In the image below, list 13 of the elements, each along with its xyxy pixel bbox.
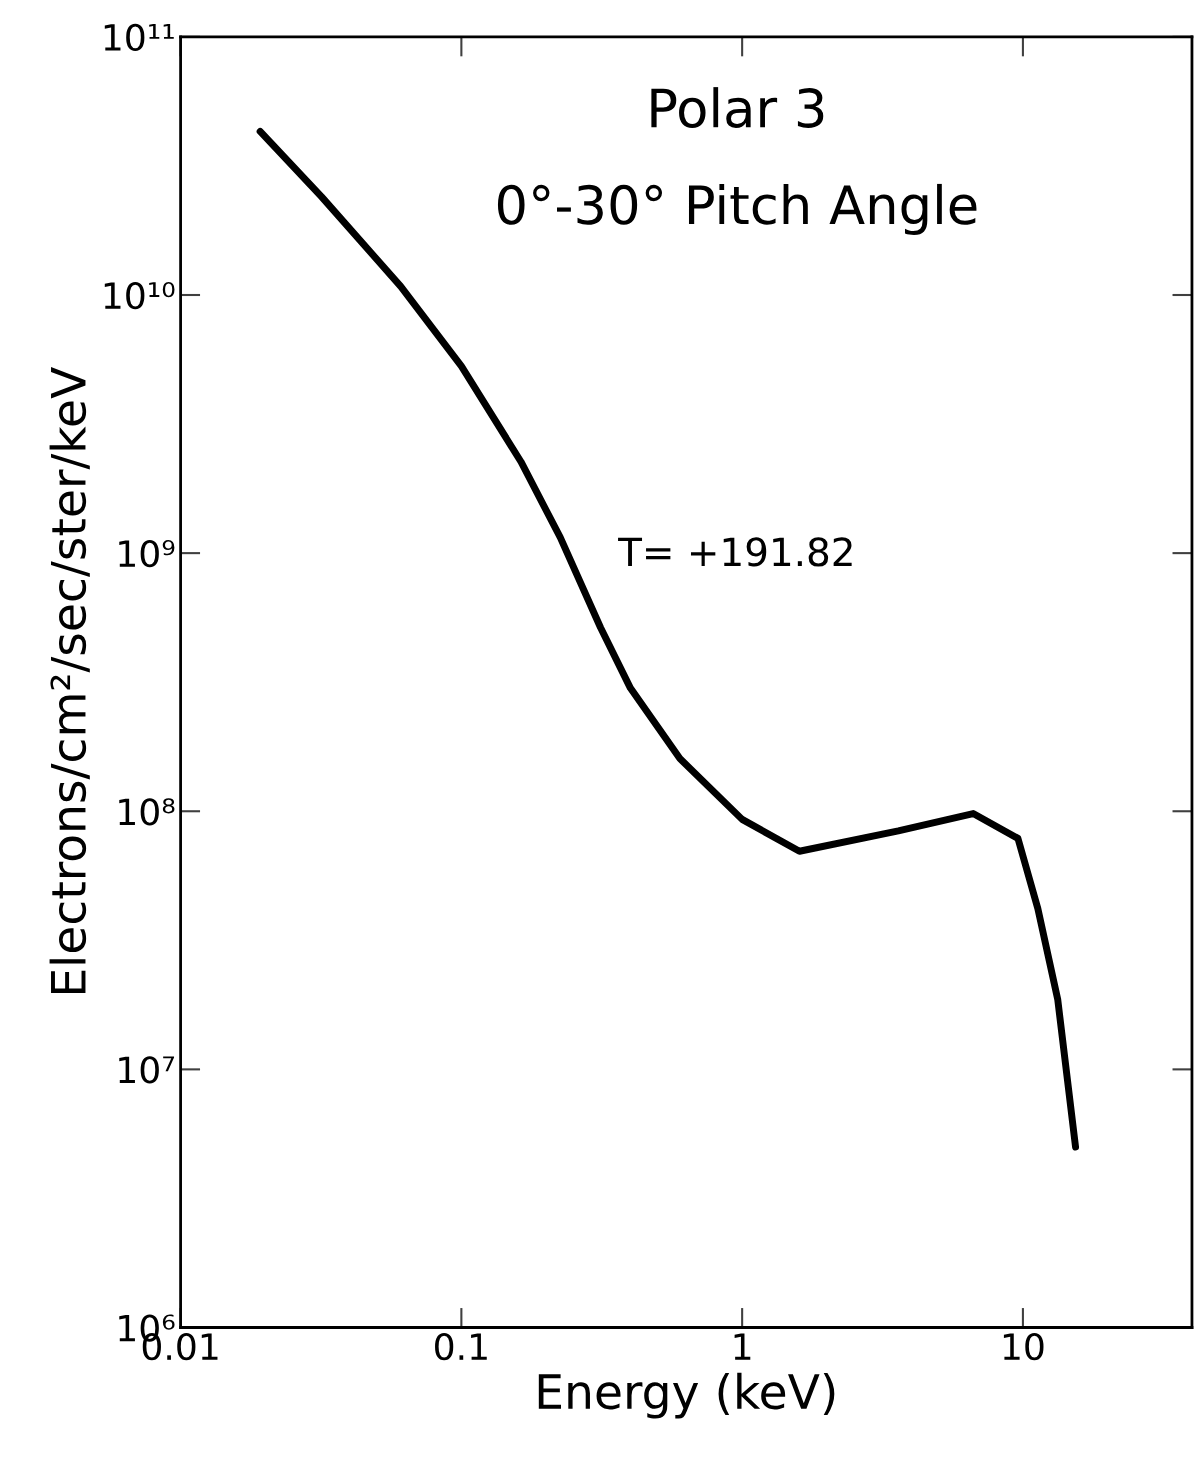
y-axis-title: Electrons/cm²/sec/ster/keV [49, 367, 90, 994]
y-tick-label: 10¹⁰ [104, 281, 175, 310]
x-axis-title: Energy (keV) [538, 1372, 835, 1419]
text: 0°-30° Pitch Angle [497, 183, 977, 235]
annotation: T= +191.82 [618, 537, 852, 567]
x-tick-label: 10 [1003, 1333, 1044, 1361]
y-tick-label: 10¹¹ [104, 23, 174, 52]
y-tick-label: 10⁸ [119, 798, 175, 826]
y-tick-label: 10⁹ [119, 540, 175, 568]
y-tick-label: 10⁷ [119, 1056, 175, 1084]
text: Polar 3 [651, 87, 824, 128]
x-tick-label: 1 [734, 1333, 751, 1360]
x-tick-label: 0.1 [435, 1333, 487, 1361]
